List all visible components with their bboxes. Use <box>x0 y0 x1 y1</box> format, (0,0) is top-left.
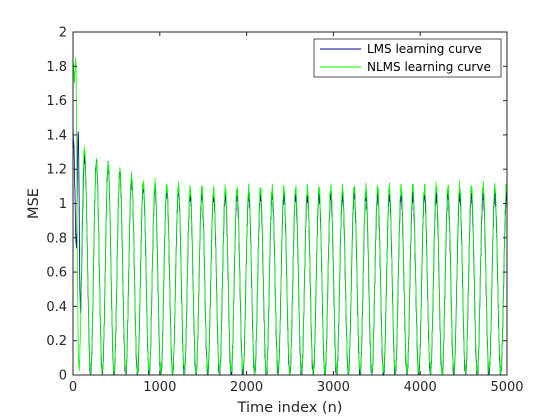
y-axis-label: MSE <box>26 188 42 219</box>
x-tick-label: 4000 <box>404 380 437 395</box>
y-tick-label: 1.6 <box>46 94 67 109</box>
x-tick-label: 0 <box>69 380 77 395</box>
y-tick-label: 1.2 <box>46 163 67 178</box>
y-tick-label: 0.6 <box>46 266 67 281</box>
legend-label-nlms: NLMS learning curve <box>367 60 491 74</box>
x-axis-label: Time index (n) <box>237 400 343 416</box>
y-tick-label: 0.2 <box>46 334 67 349</box>
x-axis: 0 1000 2000 3000 4000 5000 <box>69 32 524 395</box>
y-tick-label: 0 <box>59 369 67 384</box>
y-tick-label: 0.8 <box>46 231 67 246</box>
plot-area <box>73 32 507 375</box>
y-tick-label: 2 <box>59 26 67 41</box>
legend: LMS learning curve NLMS learning curve <box>313 38 502 78</box>
y-tick-label: 1.8 <box>46 60 67 75</box>
series-group <box>72 57 508 377</box>
x-tick-label: 2000 <box>230 380 263 395</box>
legend-box <box>313 38 502 78</box>
legend-label-lms: LMS learning curve <box>367 42 482 56</box>
y-tick-label: 1.4 <box>46 128 67 143</box>
x-tick-label: 1000 <box>143 380 176 395</box>
x-tick-label: 5000 <box>490 380 523 395</box>
y-tick-label: 0.4 <box>46 300 67 315</box>
x-tick-label: 3000 <box>317 380 350 395</box>
y-axis: 0 0.2 0.4 0.6 0.8 1 1.2 1.4 1.6 1.8 2 <box>46 26 507 384</box>
series-line-nlms <box>72 57 508 376</box>
y-tick-label: 1 <box>59 197 67 212</box>
